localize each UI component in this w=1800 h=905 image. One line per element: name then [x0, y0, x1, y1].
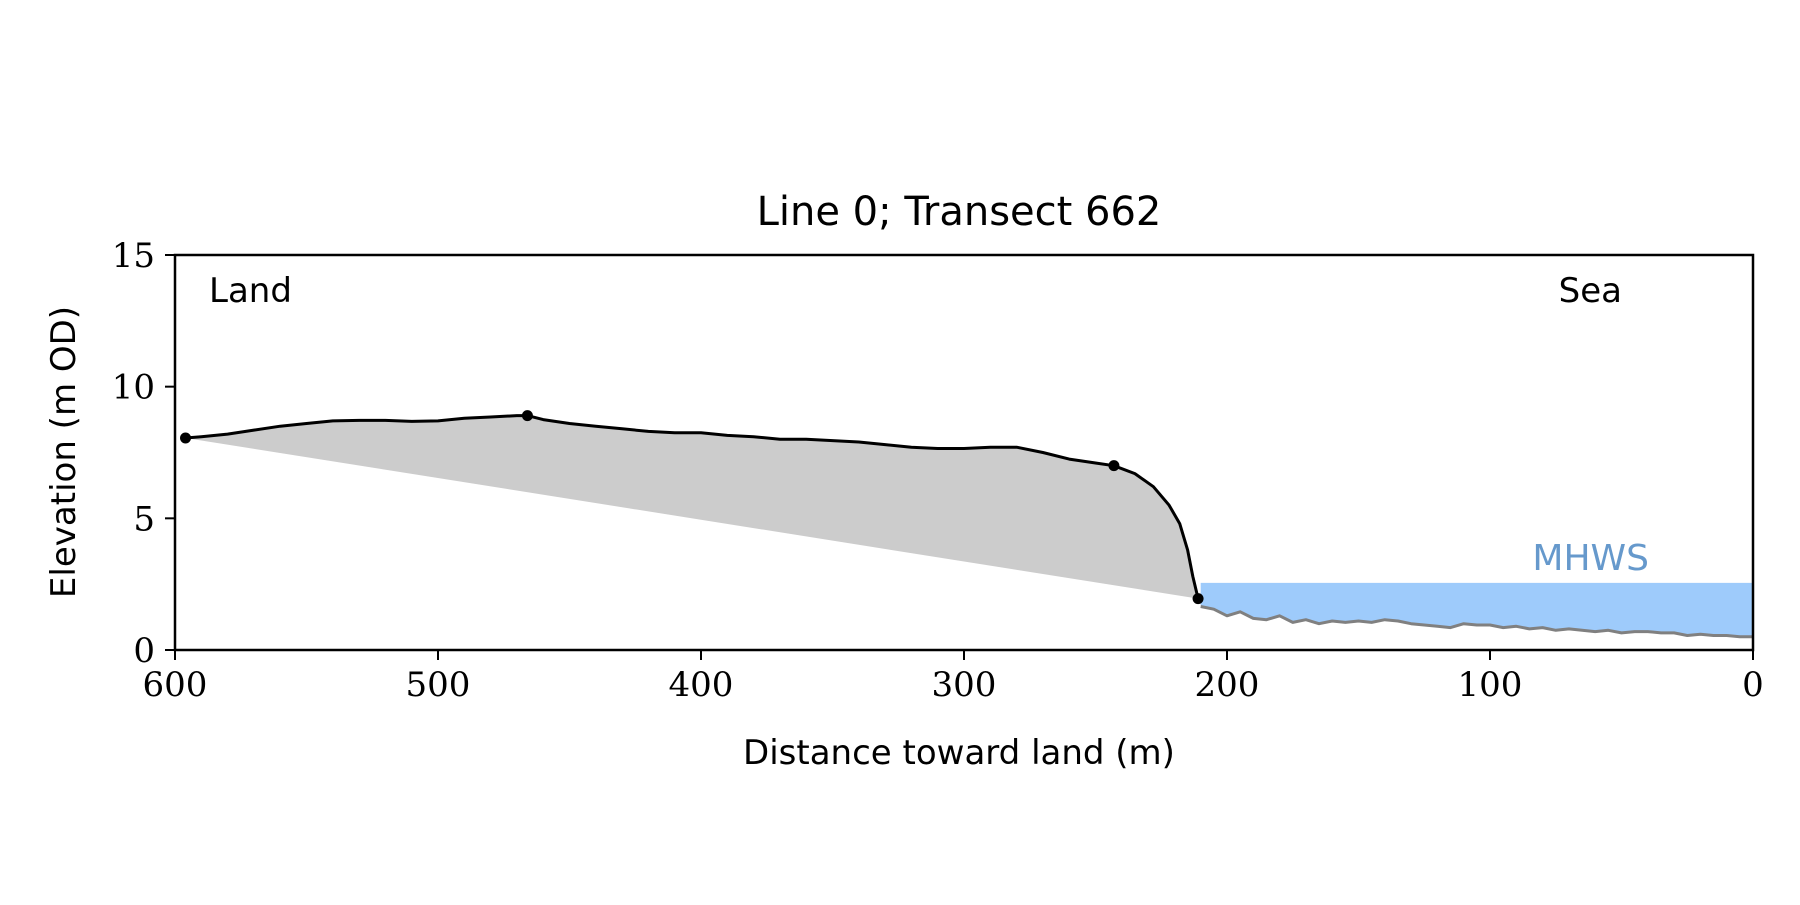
y-axis-label: Elevation (m OD): [44, 306, 84, 598]
x-axis-label: Distance toward land (m): [743, 733, 1175, 773]
x-tick-label: 600: [143, 665, 208, 705]
key-point-marker: [180, 432, 192, 444]
land-annotation: Land: [209, 271, 292, 311]
key-point-marker: [521, 410, 533, 422]
x-tick-label: 0: [1742, 665, 1764, 705]
mhws-water-area: [1200, 582, 1753, 637]
key-point-marker: [1108, 460, 1120, 472]
land-cross-section-area: [185, 415, 1199, 599]
x-tick-label: 100: [1458, 665, 1523, 705]
y-tick-label: 15: [112, 236, 155, 276]
chart-title: Line 0; Transect 662: [757, 189, 1162, 235]
x-tick-label: 400: [669, 665, 734, 705]
x-tick-label: 200: [1195, 665, 1260, 705]
y-tick-label: 10: [112, 368, 155, 408]
seabed-profile-line: [1200, 605, 1753, 639]
sea-annotation: Sea: [1559, 271, 1622, 311]
land-profile-line: [185, 414, 1200, 599]
mhws-label: MHWS: [1532, 538, 1649, 579]
y-tick-label: 0: [133, 631, 155, 671]
x-tick-label: 500: [406, 665, 471, 705]
y-tick-label: 5: [133, 499, 155, 539]
key-point-marker: [1192, 593, 1204, 605]
x-tick-label: 300: [932, 665, 997, 705]
